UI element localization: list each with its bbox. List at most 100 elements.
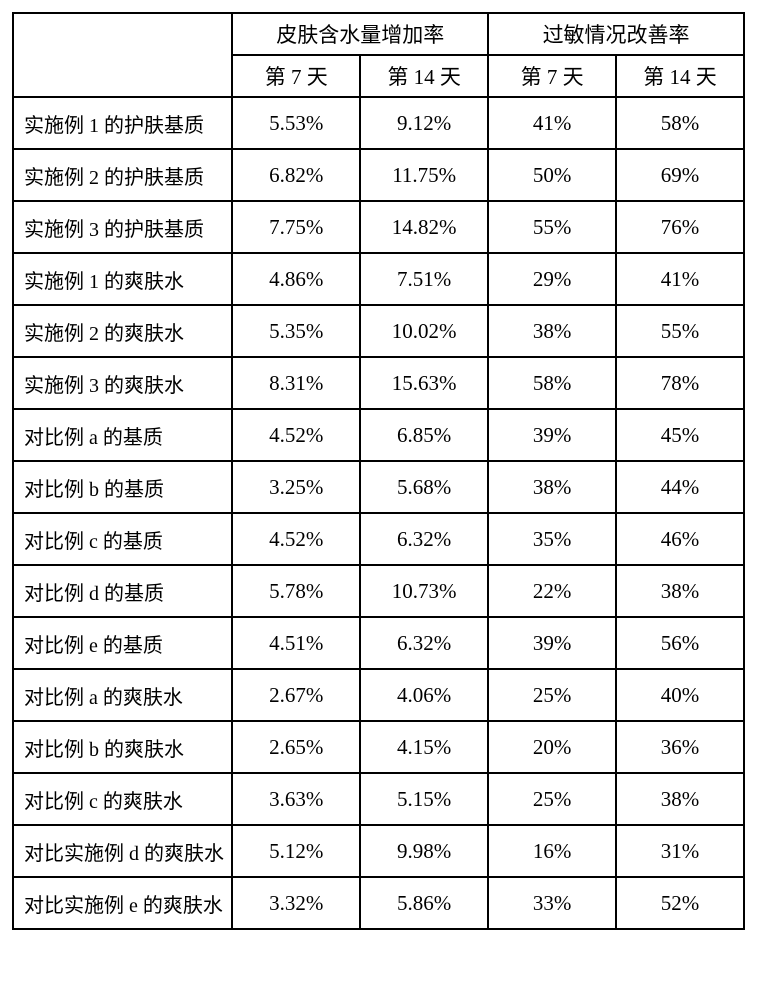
cell-value: 52% — [616, 877, 744, 929]
cell-value: 55% — [616, 305, 744, 357]
cell-value: 44% — [616, 461, 744, 513]
table-row: 对比例 e 的基质4.51%6.32%39%56% — [13, 617, 744, 669]
cell-value: 39% — [488, 617, 616, 669]
header-allergy-day7: 第 7 天 — [488, 55, 616, 97]
cell-value: 5.86% — [360, 877, 488, 929]
table-row: 实施例 2 的护肤基质6.82%11.75%50%69% — [13, 149, 744, 201]
cell-value: 6.32% — [360, 617, 488, 669]
cell-value: 5.53% — [232, 97, 360, 149]
cell-value: 50% — [488, 149, 616, 201]
cell-value: 38% — [616, 565, 744, 617]
table-row: 对比例 c 的爽肤水3.63%5.15%25%38% — [13, 773, 744, 825]
cell-value: 8.31% — [232, 357, 360, 409]
cell-value: 41% — [616, 253, 744, 305]
header-moisture-group: 皮肤含水量增加率 — [232, 13, 488, 55]
cell-value: 6.82% — [232, 149, 360, 201]
cell-value: 4.06% — [360, 669, 488, 721]
row-label: 实施例 1 的护肤基质 — [13, 97, 232, 149]
row-label: 对比实施例 d 的爽肤水 — [13, 825, 232, 877]
cell-value: 6.85% — [360, 409, 488, 461]
row-label: 实施例 2 的爽肤水 — [13, 305, 232, 357]
table-row: 对比实施例 e 的爽肤水3.32%5.86%33%52% — [13, 877, 744, 929]
row-label: 对比例 b 的爽肤水 — [13, 721, 232, 773]
cell-value: 5.78% — [232, 565, 360, 617]
cell-value: 10.73% — [360, 565, 488, 617]
cell-value: 31% — [616, 825, 744, 877]
cell-value: 4.51% — [232, 617, 360, 669]
table-row: 对比例 d 的基质5.78%10.73%22%38% — [13, 565, 744, 617]
table-row: 对比实施例 d 的爽肤水5.12%9.98%16%31% — [13, 825, 744, 877]
row-label: 对比例 a 的爽肤水 — [13, 669, 232, 721]
table-row: 实施例 1 的护肤基质5.53%9.12%41%58% — [13, 97, 744, 149]
cell-value: 4.86% — [232, 253, 360, 305]
table-row: 对比例 b 的基质3.25%5.68%38%44% — [13, 461, 744, 513]
cell-value: 69% — [616, 149, 744, 201]
cell-value: 6.32% — [360, 513, 488, 565]
cell-value: 16% — [488, 825, 616, 877]
cell-value: 39% — [488, 409, 616, 461]
cell-value: 22% — [488, 565, 616, 617]
cell-value: 2.65% — [232, 721, 360, 773]
table-row: 对比例 c 的基质4.52%6.32%35%46% — [13, 513, 744, 565]
cell-value: 3.32% — [232, 877, 360, 929]
row-label: 对比例 d 的基质 — [13, 565, 232, 617]
header-group-row: 皮肤含水量增加率 过敏情况改善率 — [13, 13, 744, 55]
row-label: 对比例 c 的爽肤水 — [13, 773, 232, 825]
table-body: 实施例 1 的护肤基质5.53%9.12%41%58%实施例 2 的护肤基质6.… — [13, 97, 744, 929]
cell-value: 9.98% — [360, 825, 488, 877]
table-row: 实施例 3 的爽肤水8.31%15.63%58%78% — [13, 357, 744, 409]
cell-value: 7.51% — [360, 253, 488, 305]
table-row: 对比例 a 的基质4.52%6.85%39%45% — [13, 409, 744, 461]
cell-value: 14.82% — [360, 201, 488, 253]
cell-value: 33% — [488, 877, 616, 929]
cell-value: 29% — [488, 253, 616, 305]
cell-value: 10.02% — [360, 305, 488, 357]
cell-value: 76% — [616, 201, 744, 253]
cell-value: 55% — [488, 201, 616, 253]
header-moisture-day14: 第 14 天 — [360, 55, 488, 97]
cell-value: 78% — [616, 357, 744, 409]
cell-value: 4.15% — [360, 721, 488, 773]
table-row: 实施例 2 的爽肤水5.35%10.02%38%55% — [13, 305, 744, 357]
cell-value: 15.63% — [360, 357, 488, 409]
cell-value: 7.75% — [232, 201, 360, 253]
cell-value: 56% — [616, 617, 744, 669]
table-row: 对比例 b 的爽肤水2.65%4.15%20%36% — [13, 721, 744, 773]
row-label: 对比例 a 的基质 — [13, 409, 232, 461]
row-label: 对比例 b 的基质 — [13, 461, 232, 513]
row-label: 实施例 3 的爽肤水 — [13, 357, 232, 409]
cell-value: 5.68% — [360, 461, 488, 513]
table-row: 实施例 1 的爽肤水4.86%7.51%29%41% — [13, 253, 744, 305]
cell-value: 25% — [488, 669, 616, 721]
cell-value: 20% — [488, 721, 616, 773]
cell-value: 36% — [616, 721, 744, 773]
row-label: 实施例 2 的护肤基质 — [13, 149, 232, 201]
row-label: 对比实施例 e 的爽肤水 — [13, 877, 232, 929]
cell-value: 2.67% — [232, 669, 360, 721]
cell-value: 38% — [488, 461, 616, 513]
header-moisture-day7: 第 7 天 — [232, 55, 360, 97]
header-blank — [13, 13, 232, 97]
cell-value: 9.12% — [360, 97, 488, 149]
cell-value: 5.15% — [360, 773, 488, 825]
row-label: 实施例 1 的爽肤水 — [13, 253, 232, 305]
header-allergy-day14: 第 14 天 — [616, 55, 744, 97]
cell-value: 58% — [616, 97, 744, 149]
cell-value: 25% — [488, 773, 616, 825]
cell-value: 38% — [616, 773, 744, 825]
cell-value: 40% — [616, 669, 744, 721]
cell-value: 38% — [488, 305, 616, 357]
row-label: 实施例 3 的护肤基质 — [13, 201, 232, 253]
cell-value: 35% — [488, 513, 616, 565]
row-label: 对比例 c 的基质 — [13, 513, 232, 565]
cell-value: 3.63% — [232, 773, 360, 825]
cell-value: 5.12% — [232, 825, 360, 877]
cell-value: 46% — [616, 513, 744, 565]
table-row: 实施例 3 的护肤基质7.75%14.82%55%76% — [13, 201, 744, 253]
cell-value: 58% — [488, 357, 616, 409]
table-row: 对比例 a 的爽肤水2.67%4.06%25%40% — [13, 669, 744, 721]
cell-value: 4.52% — [232, 409, 360, 461]
cell-value: 45% — [616, 409, 744, 461]
cell-value: 5.35% — [232, 305, 360, 357]
cell-value: 11.75% — [360, 149, 488, 201]
